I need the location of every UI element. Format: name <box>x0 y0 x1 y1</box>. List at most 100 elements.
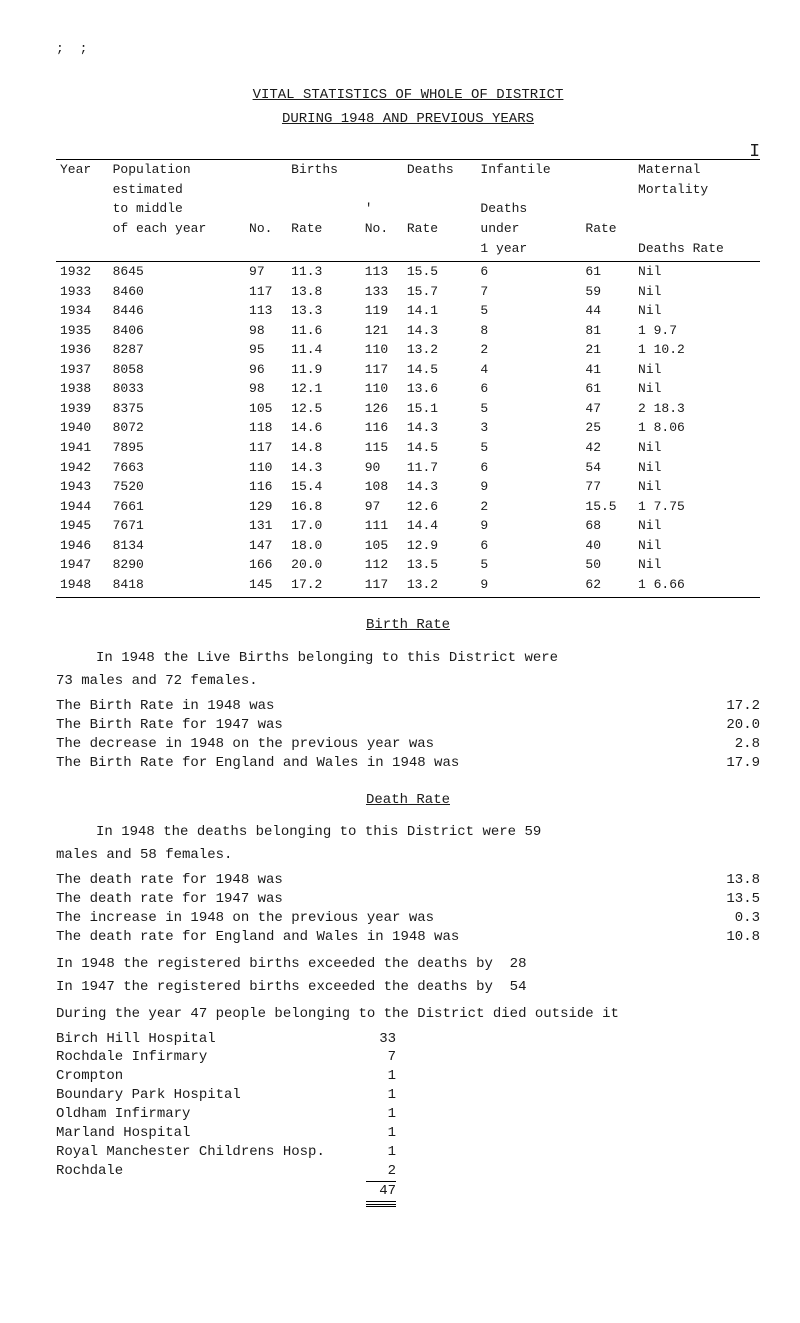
table-cell: Nil <box>634 379 760 399</box>
table-cell: 8033 <box>109 379 245 399</box>
table-row: 1946813414718.010512.9640Nil <box>56 536 760 556</box>
table-cell: 7663 <box>109 458 245 478</box>
table-cell: 6 <box>476 458 581 478</box>
table-cell: 14.3 <box>403 321 477 341</box>
table-cell: 25 <box>581 418 634 438</box>
stats-table-wrap: Year Population Births Deaths Infantile … <box>56 159 760 598</box>
table-cell: 108 <box>361 477 403 497</box>
table-head-row: of each year No. Rate No. Rate under Rat… <box>56 219 760 239</box>
table-cell: Nil <box>634 301 760 321</box>
stats-table-head: Year Population Births Deaths Infantile … <box>56 160 760 262</box>
table-cell: 3 <box>476 418 581 438</box>
table-cell: 20.0 <box>287 555 361 575</box>
table-cell: 1940 <box>56 418 109 438</box>
kv-row: The Birth Rate for England and Wales in … <box>56 754 760 773</box>
table-cell: 40 <box>581 536 634 556</box>
hospital-count: 1 <box>366 1143 396 1162</box>
table-head-row: Year Population Births Deaths Infantile … <box>56 160 760 180</box>
heading-line-1: VITAL STATISTICS OF WHOLE OF DISTRICT <box>253 87 564 103</box>
hospital-row: Royal Manchester Childrens Hosp.1 <box>56 1143 760 1162</box>
table-cell: 1948 <box>56 575 109 598</box>
table-cell: Nil <box>634 477 760 497</box>
hospital-row: Rochdale Infirmary7 <box>56 1048 760 1067</box>
table-cell: 98 <box>245 379 287 399</box>
table-cell: 1942 <box>56 458 109 478</box>
table-cell: 129 <box>245 497 287 517</box>
table-cell: 59 <box>581 282 634 302</box>
kv-value: 13.8 <box>690 871 760 890</box>
table-cell: 98 <box>245 321 287 341</box>
table-cell: 12.6 <box>403 497 477 517</box>
table-cell: 8134 <box>109 536 245 556</box>
table-row: 1942766311014.39011.7654Nil <box>56 458 760 478</box>
table-cell: 126 <box>361 399 403 419</box>
table-cell: 113 <box>245 301 287 321</box>
table-cell: 62 <box>581 575 634 598</box>
heading-block: VITAL STATISTICS OF WHOLE OF DISTRICT DU… <box>56 86 760 130</box>
table-cell: 9 <box>476 477 581 497</box>
kv-label: The death rate for 1947 was <box>56 890 690 909</box>
kv-label: The death rate for England and Wales in … <box>56 928 690 947</box>
hospital-row: Oldham Infirmary1 <box>56 1105 760 1124</box>
table-cell: 1934 <box>56 301 109 321</box>
table-cell: 21 <box>581 340 634 360</box>
table-cell: 8418 <box>109 575 245 598</box>
death-rate-intro: In 1948 the deaths belonging to this Dis… <box>96 823 760 842</box>
table-cell: 105 <box>361 536 403 556</box>
kv-row: The death rate for 1948 was13.8 <box>56 871 760 890</box>
table-cell: 13.6 <box>403 379 477 399</box>
hospital-count: 7 <box>366 1048 396 1067</box>
table-row: 1948841814517.211713.29621 6.66 <box>56 575 760 598</box>
table-cell: 17.2 <box>287 575 361 598</box>
kv-label: The Birth Rate in 1948 was <box>56 697 690 716</box>
table-cell: 117 <box>245 438 287 458</box>
hospital-row: Birch Hill Hospital33 <box>56 1030 760 1049</box>
table-cell: Nil <box>634 516 760 536</box>
table-cell: 1933 <box>56 282 109 302</box>
stats-table-body: 193286459711.311315.5661Nil1933846011713… <box>56 262 760 598</box>
table-cell: 15.5 <box>581 497 634 517</box>
death-rate-title: Death Rate <box>56 791 760 810</box>
table-cell: 12.5 <box>287 399 361 419</box>
table-cell: 11.4 <box>287 340 361 360</box>
hospital-name: Rochdale <box>56 1162 366 1181</box>
table-cell: 117 <box>361 360 403 380</box>
table-cell: 1945 <box>56 516 109 536</box>
birth-rate-title: Birth Rate <box>56 616 760 635</box>
table-row: 193286459711.311315.5661Nil <box>56 262 760 282</box>
col-mat: Maternal <box>634 160 760 180</box>
col-d-no <box>361 160 403 180</box>
table-cell: 13.2 <box>403 340 477 360</box>
hospital-name: Rochdale Infirmary <box>56 1048 366 1067</box>
table-cell: 90 <box>361 458 403 478</box>
col-inf-r <box>581 160 634 180</box>
table-cell: 9 <box>476 575 581 598</box>
table-row: 1943752011615.410814.3977Nil <box>56 477 760 497</box>
table-cell: 112 <box>361 555 403 575</box>
table-cell: 14.3 <box>403 418 477 438</box>
kv-label: The Birth Rate for 1947 was <box>56 716 690 735</box>
birth-rate-intro: In 1948 the Live Births belonging to thi… <box>96 649 760 668</box>
table-cell: 110 <box>361 379 403 399</box>
table-row: 1940807211814.611614.33251 8.06 <box>56 418 760 438</box>
table-cell: 166 <box>245 555 287 575</box>
table-cell: 14.8 <box>287 438 361 458</box>
heading-line-2: DURING 1948 AND PREVIOUS YEARS <box>282 111 534 127</box>
table-cell: 97 <box>361 497 403 517</box>
kv-value: 0.3 <box>690 909 760 928</box>
table-cell: 111 <box>361 516 403 536</box>
table-cell: 95 <box>245 340 287 360</box>
table-cell: 6 <box>476 379 581 399</box>
table-cell: 119 <box>361 301 403 321</box>
kv-value: 17.9 <box>690 754 760 773</box>
table-cell: 11.6 <box>287 321 361 341</box>
table-cell: Nil <box>634 262 760 282</box>
table-cell: 1932 <box>56 262 109 282</box>
table-cell: 7671 <box>109 516 245 536</box>
table-cell: 131 <box>245 516 287 536</box>
table-cell: 14.3 <box>403 477 477 497</box>
table-cell: 1 10.2 <box>634 340 760 360</box>
col-d-rate: Deaths <box>403 160 477 180</box>
table-cell: 14.4 <box>403 516 477 536</box>
table-row: 1947829016620.011213.5550Nil <box>56 555 760 575</box>
